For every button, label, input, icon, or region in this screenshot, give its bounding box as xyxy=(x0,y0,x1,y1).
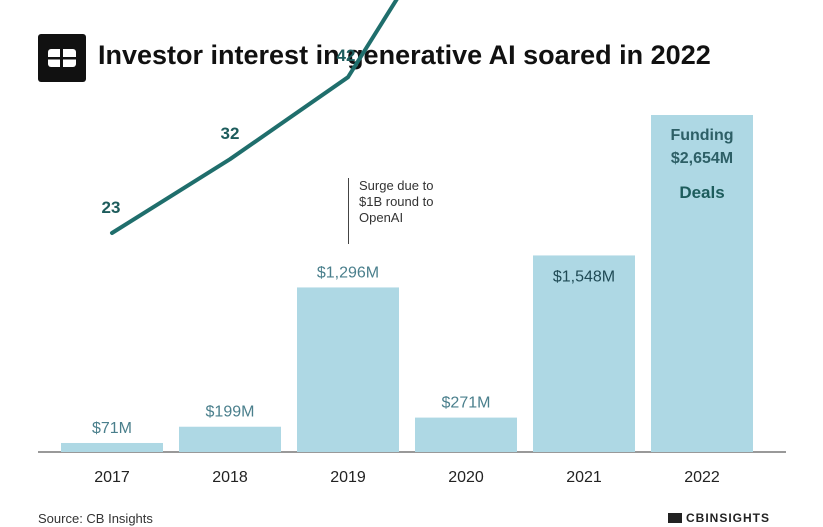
funding-bar-2019 xyxy=(297,287,399,452)
funding-label-2020: $271M xyxy=(442,395,491,412)
funding-legend-label: Funding xyxy=(670,127,733,144)
x-tick-2017: 2017 xyxy=(94,469,130,486)
x-tick-2018: 2018 xyxy=(212,469,248,486)
funding-label-2017: $71M xyxy=(92,420,132,437)
chart-title: Investor interest in generative AI soare… xyxy=(98,40,711,70)
brand-footer: CBINSIGHTS xyxy=(668,511,770,525)
deals-line xyxy=(110,0,399,235)
funding-label-2021: $1,548M xyxy=(553,268,615,285)
deals-label-2019: 42 xyxy=(337,46,356,65)
cb-insights-logo-icon xyxy=(38,34,86,82)
brand-text: CBINSIGHTS xyxy=(686,511,771,525)
funding-bar-2017 xyxy=(61,442,163,452)
funding-bar-2021 xyxy=(533,255,635,452)
funding-label-2018: $199M xyxy=(206,404,255,421)
annotation-line-2: $1B round to xyxy=(359,194,434,209)
deals-label-2018: 32 xyxy=(221,124,240,143)
brand-mark-icon xyxy=(668,513,682,523)
x-tick-2020: 2020 xyxy=(448,469,484,486)
annotation-line-3: OpenAI xyxy=(359,210,404,225)
annotation-note: Surge due to $1B round to OpenAI xyxy=(359,178,469,226)
funding-label-2022: $2,654M xyxy=(671,150,733,167)
funding-bar-2022 xyxy=(651,115,753,452)
source-text: Source: CB Insights xyxy=(38,511,153,526)
deals-label-2017: 23 xyxy=(102,198,121,217)
funding-label-2019: $1,296M xyxy=(317,264,379,281)
annotation-line xyxy=(348,178,349,244)
annotation-line-1: Surge due to xyxy=(359,178,434,193)
x-tick-2021: 2021 xyxy=(566,469,602,486)
x-tick-2019: 2019 xyxy=(330,469,366,486)
deals-legend-label: Deals xyxy=(679,183,724,202)
x-tick-2022: 2022 xyxy=(684,469,720,486)
funding-bar-2018 xyxy=(179,426,281,452)
funding-bar-2020 xyxy=(415,417,517,452)
